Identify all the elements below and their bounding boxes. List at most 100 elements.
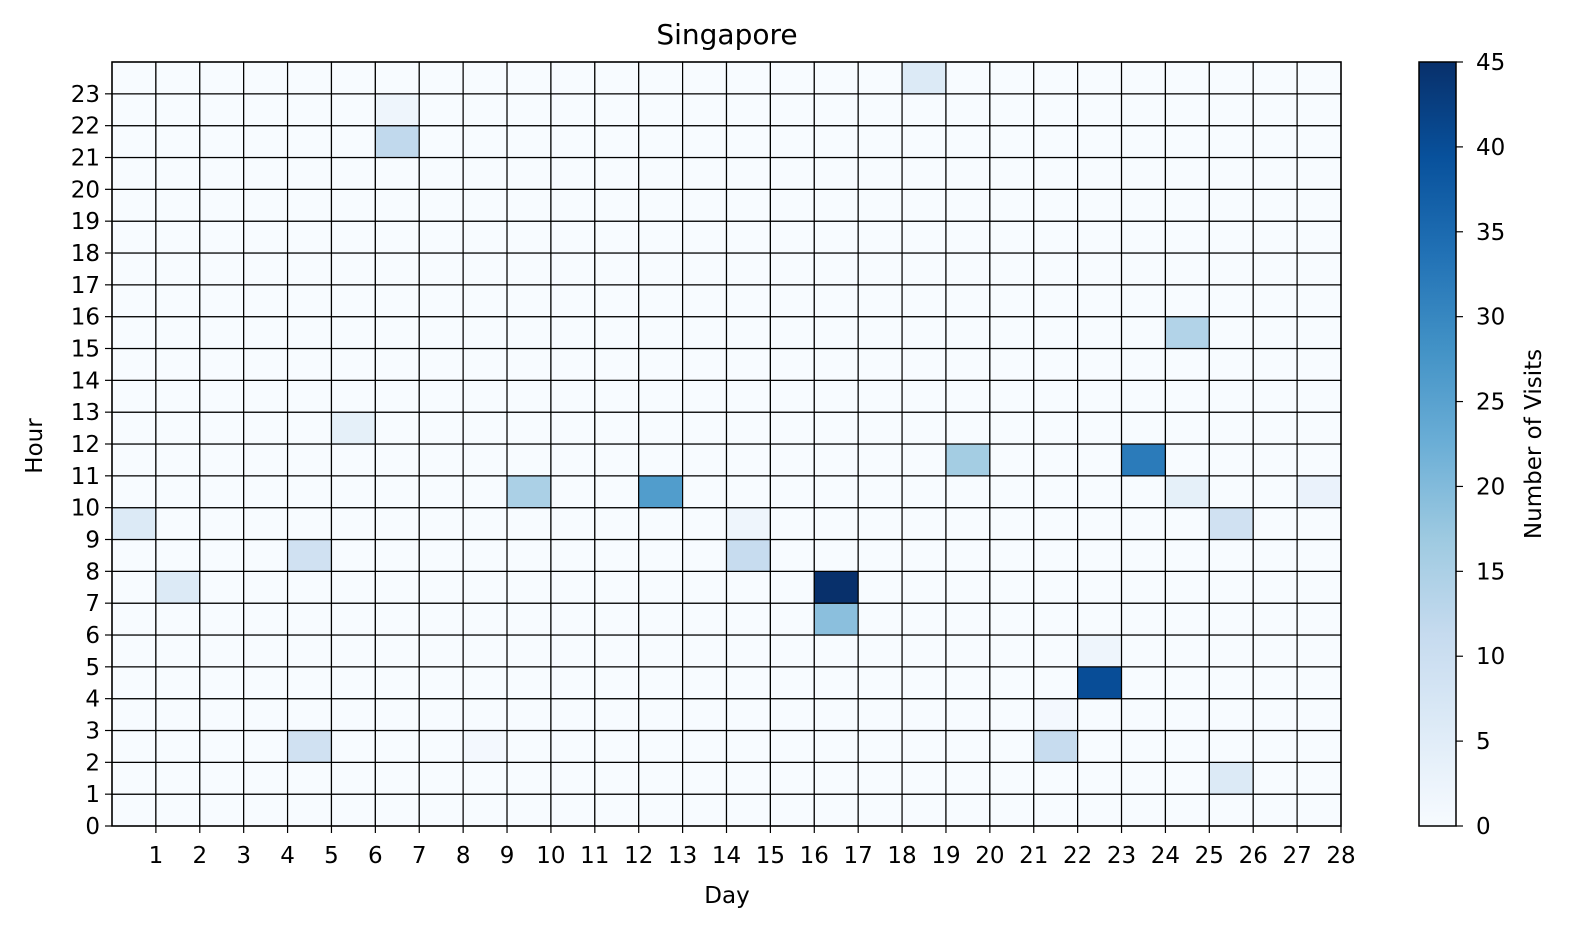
heatmap-cell [155, 93, 201, 127]
heatmap-cell [550, 379, 596, 413]
heatmap-cell [1252, 379, 1298, 413]
heatmap-cell [945, 570, 991, 604]
heatmap-cell [594, 156, 640, 190]
heatmap-cell [462, 316, 508, 350]
heatmap-cell [725, 634, 771, 668]
heatmap-cell [374, 793, 420, 827]
heatmap-cell [1252, 220, 1298, 254]
heatmap-cell [857, 793, 903, 827]
heatmap-cell [769, 443, 815, 477]
heatmap-cell [418, 666, 464, 700]
heatmap-cell [857, 252, 903, 286]
y-tick-label: 15 [71, 337, 100, 363]
heatmap-cell [1033, 698, 1079, 732]
heatmap-cell [155, 570, 201, 604]
colorbar-tick-label: 30 [1476, 305, 1505, 331]
heatmap-cell [374, 284, 420, 318]
heatmap-cell [594, 188, 640, 222]
heatmap-cell [769, 729, 815, 763]
heatmap-cell [1252, 507, 1298, 541]
y-tick-label: 18 [71, 241, 100, 267]
heatmap-cell [857, 634, 903, 668]
heatmap-cell [1296, 570, 1342, 604]
heatmap-cell [243, 93, 289, 127]
heatmap-cell [1296, 284, 1342, 318]
heatmap-cells [111, 61, 1342, 827]
heatmap-cell [1208, 538, 1254, 572]
heatmap-cell [1252, 411, 1298, 445]
heatmap-cell [1077, 538, 1123, 572]
heatmap-cell [989, 698, 1035, 732]
heatmap-cell [989, 220, 1035, 254]
heatmap-cell [945, 634, 991, 668]
heatmap-cell [1120, 220, 1167, 254]
heatmap-cell [1033, 793, 1079, 827]
heatmap-cell [638, 570, 684, 604]
heatmap-cell [199, 220, 245, 254]
heatmap-cell [1120, 125, 1167, 159]
heatmap-cell [813, 347, 859, 381]
heatmap-cell [374, 729, 420, 763]
heatmap-cell [857, 125, 903, 159]
heatmap-cell [506, 347, 552, 381]
heatmap-cell [725, 93, 771, 127]
heatmap-cell [857, 729, 903, 763]
heatmap-cell [989, 125, 1035, 159]
y-tick-label: 0 [85, 814, 100, 840]
heatmap-cell [1252, 188, 1298, 222]
heatmap-cell [813, 602, 859, 636]
heatmap-cell [1077, 284, 1123, 318]
heatmap-cell [945, 698, 991, 732]
heatmap-cell [813, 475, 859, 509]
heatmap-cell [1296, 507, 1342, 541]
heatmap-cell [1033, 284, 1079, 318]
heatmap-cell [286, 379, 333, 413]
heatmap-cell [286, 220, 333, 254]
heatmap-cell [1208, 634, 1254, 668]
heatmap-cell [1120, 188, 1167, 222]
heatmap-cell [1252, 125, 1298, 159]
heatmap-cell [1077, 698, 1123, 732]
heatmap-cell [725, 729, 771, 763]
heatmap-cell [550, 602, 596, 636]
heatmap-cell [330, 634, 376, 668]
heatmap-cell [1164, 475, 1210, 509]
heatmap-cell [989, 475, 1035, 509]
heatmap-cell [638, 475, 684, 509]
heatmap-cell [199, 284, 245, 318]
heatmap-cell [813, 411, 859, 445]
heatmap-cell [901, 538, 947, 572]
heatmap-cell [682, 125, 728, 159]
y-tick-label: 1 [85, 782, 100, 808]
heatmap-cell [1164, 316, 1210, 350]
heatmap-cell [1208, 475, 1254, 509]
heatmap-cell [1120, 729, 1167, 763]
heatmap-cell [725, 602, 771, 636]
heatmap-cell [1033, 507, 1079, 541]
heatmap-cell [1252, 570, 1298, 604]
heatmap-cell [638, 538, 684, 572]
heatmap-cell [813, 284, 859, 318]
heatmap-cell [418, 507, 464, 541]
heatmap-cell [374, 761, 420, 795]
heatmap-cell [286, 284, 333, 318]
heatmap-cell [857, 666, 903, 700]
heatmap-cell [330, 538, 376, 572]
heatmap-cell [418, 316, 464, 350]
heatmap-cell [901, 507, 947, 541]
heatmap-cell [111, 252, 157, 286]
heatmap-cell [243, 347, 289, 381]
x-tick-label: 13 [668, 843, 697, 869]
y-tick-label: 11 [71, 464, 100, 490]
heatmap-cell [769, 220, 815, 254]
heatmap-cell [857, 220, 903, 254]
heatmap-cell [330, 93, 376, 127]
heatmap-cell [945, 284, 991, 318]
heatmap-cell [243, 475, 289, 509]
heatmap-cell [462, 252, 508, 286]
heatmap-cell [1252, 729, 1298, 763]
heatmap-cell [1033, 634, 1079, 668]
heatmap-cell [199, 347, 245, 381]
heatmap-cell [813, 379, 859, 413]
heatmap-cell [1033, 729, 1079, 763]
